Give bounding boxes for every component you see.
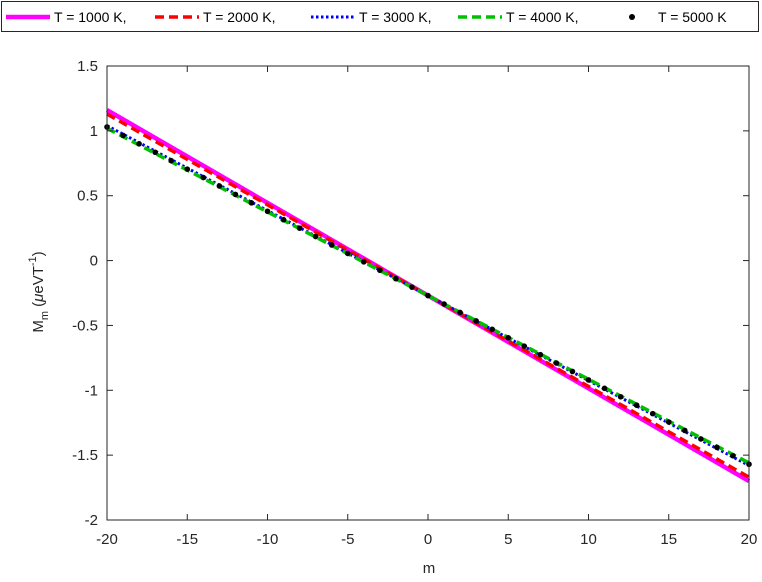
y-axis-title-unit: eVT bbox=[30, 266, 47, 294]
y-axis-title: Mm (μeVT-1) bbox=[27, 251, 51, 332]
x-tick-label: -15 bbox=[176, 531, 198, 548]
x-tick-label: -10 bbox=[257, 531, 279, 548]
x-tick-label: 20 bbox=[741, 531, 758, 548]
series-5-point bbox=[553, 360, 560, 366]
series-5-markers bbox=[104, 124, 752, 468]
series-5-point bbox=[328, 242, 335, 248]
y-axis-title-subscript: m bbox=[39, 311, 51, 320]
y-axis-title-mu: μ bbox=[30, 294, 47, 303]
y-axis-title-close: ) bbox=[30, 251, 47, 256]
y-axis-title-open: ( bbox=[30, 302, 47, 311]
legend-item-1-label: T = 1000 K, bbox=[54, 9, 127, 25]
series-5-point bbox=[152, 149, 158, 156]
x-tick-label: 15 bbox=[660, 531, 677, 548]
series-5-point bbox=[344, 250, 351, 257]
y-tick-label: -0.5 bbox=[72, 317, 98, 334]
series-5-point bbox=[649, 410, 656, 417]
x-tick-label: -5 bbox=[341, 531, 354, 548]
series-5-point bbox=[216, 183, 223, 189]
y-tick-label: 1.5 bbox=[77, 58, 98, 75]
series-5-point bbox=[457, 309, 463, 316]
series-5-point bbox=[409, 284, 415, 290]
series-5-point bbox=[489, 326, 496, 333]
series-5-point bbox=[665, 419, 672, 425]
legend-item-5-label: T = 5000 K bbox=[658, 9, 727, 25]
series-5-point bbox=[569, 368, 576, 375]
y-axis-title-base: M bbox=[30, 320, 47, 333]
plot-area bbox=[104, 108, 752, 484]
series-5-point bbox=[232, 191, 239, 198]
x-tick-label: 10 bbox=[580, 531, 597, 548]
series-5-point bbox=[714, 444, 720, 451]
series-5-point bbox=[120, 132, 126, 139]
series-5-point bbox=[633, 402, 640, 409]
y-tick-label: 0.5 bbox=[77, 188, 98, 205]
legend-item-3-label: T = 3000 K, bbox=[359, 9, 432, 25]
series-5-point bbox=[730, 452, 736, 459]
series-5-point bbox=[280, 216, 287, 223]
x-tick-label: 5 bbox=[504, 531, 512, 548]
series-5-point bbox=[296, 225, 303, 231]
series-5-point bbox=[377, 267, 383, 274]
series-5-point bbox=[521, 343, 528, 349]
x-tick-label: 0 bbox=[424, 531, 432, 548]
series-5-point bbox=[505, 334, 512, 341]
legend-item-4-label: T = 4000 K, bbox=[506, 9, 579, 25]
series-5-point bbox=[248, 200, 255, 206]
y-tick-label: 0 bbox=[90, 253, 98, 270]
series-5-point bbox=[136, 141, 142, 147]
series-5-point bbox=[537, 351, 544, 358]
series-5-point bbox=[425, 292, 431, 299]
series-5-point bbox=[264, 208, 271, 215]
legend: T = 1000 K, T = 2000 K, T = 3000 K, T = 400… bbox=[1, 1, 759, 32]
legend-item-5-swatch bbox=[629, 14, 635, 20]
series-5-point bbox=[393, 275, 399, 282]
series-5-point bbox=[617, 393, 624, 400]
x-axis-title: m bbox=[423, 560, 436, 577]
series-5-point bbox=[682, 427, 688, 434]
series-5-point bbox=[168, 157, 174, 164]
series-5-point bbox=[601, 385, 608, 392]
axes: -20 -15 -10 -5 0 5 10 15 20 1.5 1 0.5 0 -0.5 -1 -1.5 -2 bbox=[72, 58, 757, 548]
y-tick-label: -1.5 bbox=[72, 447, 98, 464]
series-5-point bbox=[441, 301, 447, 307]
y-tick-label: 1 bbox=[90, 123, 98, 140]
x-tick-label: -20 bbox=[96, 531, 118, 548]
series-5-point bbox=[361, 259, 367, 265]
y-tick-label: -2 bbox=[85, 512, 98, 529]
series-5-point bbox=[200, 174, 207, 181]
series-5-point bbox=[312, 233, 319, 240]
y-axis-title-superscript: -1 bbox=[27, 256, 39, 266]
series-5-point bbox=[585, 377, 592, 383]
y-tick-label: -1 bbox=[85, 382, 98, 399]
series-4-line bbox=[106, 126, 750, 465]
legend-item-2-label: T = 2000 K, bbox=[203, 9, 276, 25]
series-5-point bbox=[184, 166, 191, 172]
series-5-point bbox=[698, 436, 704, 442]
series-5-point bbox=[473, 318, 479, 324]
